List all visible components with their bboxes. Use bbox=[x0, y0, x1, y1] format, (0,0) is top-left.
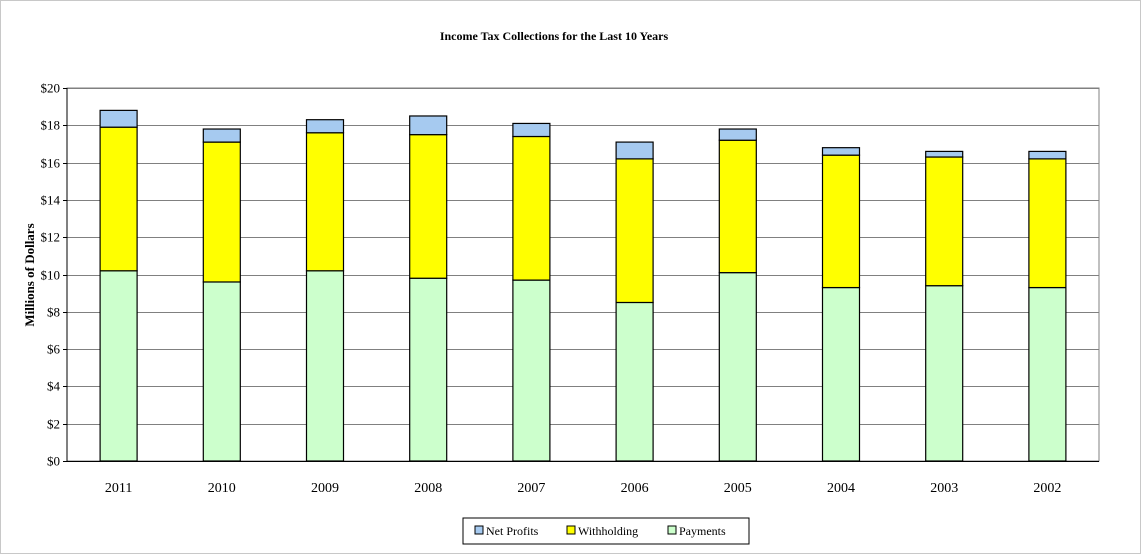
bar-withholding-2006 bbox=[615, 158, 654, 304]
legend: Net Profits Withholding Payments bbox=[462, 517, 750, 545]
y-tick-label: $2 bbox=[47, 417, 60, 432]
y-axis-label: Millions of Dollars bbox=[22, 223, 37, 326]
bar-payments-2002 bbox=[1028, 286, 1067, 462]
bar-payments-2006 bbox=[615, 301, 654, 462]
bar-withholding-2003 bbox=[925, 156, 964, 287]
y-tick-label: $6 bbox=[47, 342, 61, 357]
bar-withholding-2010 bbox=[202, 141, 241, 283]
y-tick-label: $18 bbox=[41, 118, 61, 133]
chart-title: Income Tax Collections for the Last 10 Y… bbox=[440, 29, 669, 43]
bar-net-profits-2009 bbox=[305, 119, 345, 134]
legend-label-net-profits: Net Profits bbox=[486, 524, 539, 538]
bar-payments-2005 bbox=[718, 272, 757, 462]
x-tick-label: 2004 bbox=[827, 481, 855, 496]
legend-box bbox=[462, 517, 750, 545]
y-tick-label: $12 bbox=[41, 230, 61, 245]
bar-net-profits-2006 bbox=[615, 141, 654, 160]
bar-payments-2003 bbox=[925, 285, 964, 462]
bar-withholding-2002 bbox=[1028, 158, 1067, 289]
y-tick-label: $0 bbox=[47, 454, 60, 469]
bar-withholding-2004 bbox=[821, 154, 861, 289]
bar-net-profits-2003 bbox=[925, 150, 964, 158]
bar-withholding-2008 bbox=[409, 134, 448, 279]
bar-payments-2009 bbox=[305, 270, 345, 462]
y-tick-labels: $0 $2 $4 $6 $8 $10 $12 $14 $16 $18 $20 bbox=[41, 81, 67, 469]
bar-net-profits-2008 bbox=[409, 115, 448, 136]
bar-payments-2011 bbox=[99, 270, 138, 462]
bar-net-profits-2011 bbox=[99, 109, 138, 128]
bar-payments-2010 bbox=[202, 281, 241, 462]
bar-withholding-2009 bbox=[305, 132, 345, 272]
bar-net-profits-2007 bbox=[512, 122, 551, 138]
bar-net-profits-2010 bbox=[202, 128, 241, 143]
bar-net-profits-2002 bbox=[1028, 150, 1067, 160]
bar-payments-2004 bbox=[821, 286, 861, 462]
legend-swatch-payments bbox=[667, 525, 677, 535]
y-tick-label: $14 bbox=[41, 193, 61, 208]
y-tick-label: $8 bbox=[47, 305, 60, 320]
x-tick-labels: 2011 2010 2009 2008 2007 2006 2005 2004 2003 2002 bbox=[105, 481, 1062, 496]
legend-swatch-withholding bbox=[566, 525, 576, 535]
bar-net-profits-2004 bbox=[821, 147, 861, 156]
bar-payments-2008 bbox=[409, 277, 448, 462]
x-tick-label: 2008 bbox=[414, 481, 442, 496]
legend-label-withholding: Withholding bbox=[578, 524, 638, 538]
bar-withholding-2011 bbox=[99, 126, 138, 272]
x-tick-label: 2003 bbox=[930, 481, 958, 496]
bar-net-profits-2005 bbox=[718, 128, 757, 141]
x-tick-label: 2006 bbox=[621, 481, 649, 496]
bar-withholding-2007 bbox=[512, 135, 551, 281]
legend-label-payments: Payments bbox=[679, 524, 726, 538]
bars bbox=[99, 109, 1067, 462]
y-tick-label: $16 bbox=[41, 156, 61, 171]
y-tick-label: $20 bbox=[41, 81, 61, 96]
x-tick-label: 2010 bbox=[208, 481, 236, 496]
x-tick-label: 2005 bbox=[724, 481, 752, 496]
x-tick-label: 2007 bbox=[517, 481, 545, 496]
y-tick-label: $10 bbox=[41, 268, 61, 283]
y-tick-label: $4 bbox=[47, 379, 61, 394]
x-tick-label: 2009 bbox=[311, 481, 339, 496]
bar-withholding-2005 bbox=[718, 139, 757, 274]
legend-swatch-net-profits bbox=[474, 525, 484, 535]
x-tick-label: 2011 bbox=[105, 481, 132, 496]
x-tick-label: 2002 bbox=[1033, 481, 1061, 496]
bar-payments-2007 bbox=[512, 279, 551, 462]
axes bbox=[66, 88, 1099, 462]
